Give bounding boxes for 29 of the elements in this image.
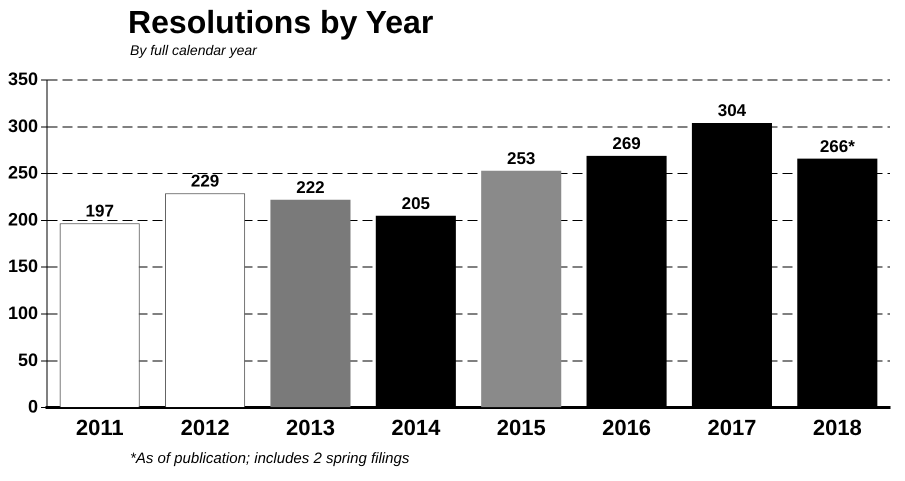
data-label: 229 — [190, 171, 220, 190]
y-tick-label: 150 — [8, 256, 38, 276]
y-tick-label: 300 — [8, 116, 38, 136]
y-tick-label: 0 — [28, 396, 38, 417]
data-label: 266* — [820, 136, 856, 156]
text: *As of publication; includes 2 spring filings — [130, 450, 410, 467]
data-label: 269 — [612, 134, 641, 154]
bar — [481, 170, 562, 408]
y-tick-label: 200 — [8, 209, 38, 230]
data-label: 205 — [402, 194, 430, 213]
x-tick-label: 2016 — [602, 414, 652, 440]
y-tick-label: 250 — [8, 162, 38, 183]
x-tick-label: 2011 — [76, 414, 124, 440]
y-tick-label: 350 — [8, 68, 38, 89]
chart-title: Resolutions by Year — [128, 4, 434, 41]
chart-subtitle: By full calendar year — [130, 42, 257, 58]
x-tick-label: 2013 — [286, 414, 335, 440]
data-label: 253 — [507, 148, 536, 168]
x-tick-label: 2015 — [496, 414, 546, 440]
y-tick-label: 100 — [8, 302, 38, 323]
x-tick-label: 2014 — [391, 414, 442, 440]
x-tick-label: 2018 — [812, 414, 862, 440]
data-label: 197 — [86, 201, 114, 220]
data-label: 222 — [296, 178, 325, 197]
data-label: 304 — [718, 101, 747, 120]
bar — [270, 200, 350, 408]
y-tick-label: 50 — [18, 350, 38, 370]
x-tick-label: 2012 — [180, 414, 230, 440]
x-tick-label: 2017 — [707, 414, 756, 440]
